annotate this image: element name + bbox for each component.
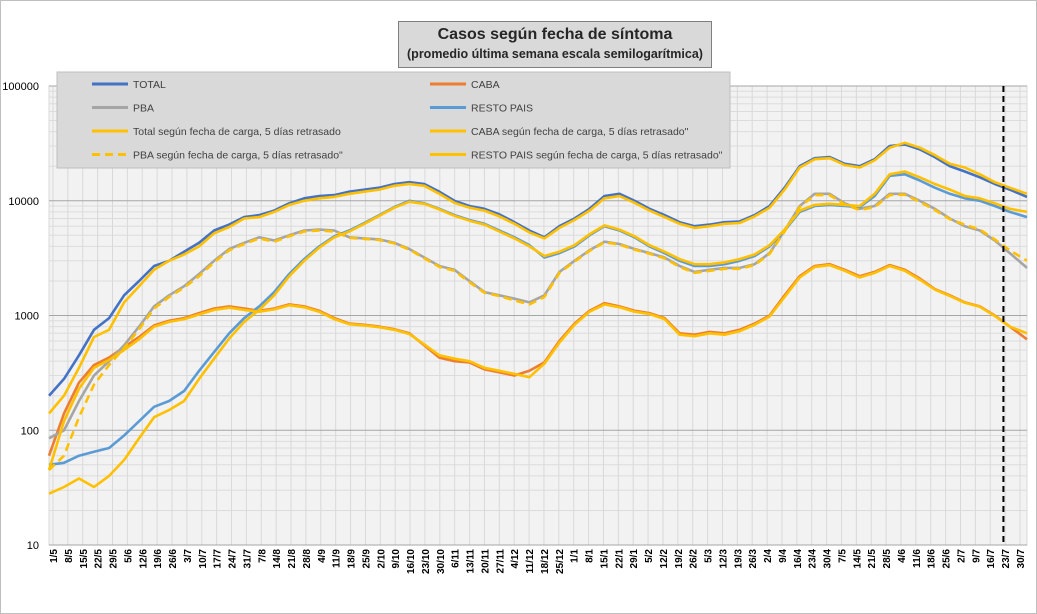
x-tick-label: 12/3: [718, 549, 729, 569]
legend-box: [56, 71, 731, 169]
x-tick-label: 2/4: [763, 549, 774, 563]
x-tick-label: 5/2: [644, 549, 655, 563]
y-axis-labels: 100000 10000 1000 100 10: [2, 81, 39, 552]
x-tick-label: 23/7: [1001, 549, 1012, 569]
x-tick-label: 27/11: [495, 549, 506, 574]
chart-subtitle: (promedio última semana escala semilogar…: [407, 47, 703, 61]
y-tick-label: 1000: [15, 311, 39, 323]
x-tick-label: 2/7: [956, 549, 967, 563]
x-tick-label: 9/4: [778, 549, 789, 563]
x-tick-label: 2/10: [376, 549, 387, 569]
x-tick-label: 21/8: [287, 549, 298, 569]
x-tick-label: 22/5: [94, 549, 105, 569]
x-tick-label: 17/7: [213, 549, 224, 569]
x-tick-label: 28/5: [882, 549, 893, 569]
x-tick-label: 18/9: [347, 549, 358, 569]
x-tick-label: 22/1: [614, 549, 625, 569]
x-tick-label: 1/1: [570, 549, 581, 563]
legend-label-8: RESTO PAIS según fecha de carga, 5 días …: [471, 150, 723, 162]
x-tick-label: 7/8: [257, 549, 268, 563]
x-tick-label: 26/2: [689, 549, 700, 569]
series-line-5: [48, 141, 1028, 415]
x-tick-label: 8/1: [585, 549, 596, 563]
x-tick-label: 13/11: [466, 549, 477, 574]
x-tick-label: 4/9: [317, 549, 328, 563]
x-tick-label: 30/10: [436, 549, 447, 574]
chart-title-box: Casos según fecha de síntoma (promedio ú…: [398, 21, 712, 68]
y-tick-label: 100: [21, 425, 39, 437]
x-tick-label: 16/7: [986, 549, 997, 569]
x-tick-label: 5/3: [704, 549, 715, 563]
x-tick-label: 5/6: [123, 549, 134, 563]
legend-label-4: RESTO PAIS: [471, 103, 533, 115]
x-tick-label: 24/7: [228, 549, 239, 569]
x-tick-label: 14/8: [272, 549, 283, 569]
x-tick-label: 19/6: [153, 549, 164, 569]
series-line-8: [48, 170, 1028, 495]
series-line-3: [48, 192, 1028, 440]
y-tick-label: 10: [27, 540, 39, 552]
x-tick-label: 28/8: [302, 549, 313, 569]
x-tick-label: 3/7: [183, 549, 194, 563]
x-tick-label: 25/6: [942, 549, 953, 569]
x-tick-label: 9/7: [971, 549, 982, 563]
x-tick-label: 16/10: [406, 549, 417, 574]
x-tick-label: 19/3: [733, 549, 744, 569]
legend: TOTAL CABA PBA RESTO PAIS Total según fecha …: [56, 71, 731, 169]
x-tick-label: 19/2: [674, 549, 685, 569]
x-tick-label: 14/5: [852, 549, 863, 569]
x-tick-label: 25/12: [555, 549, 566, 574]
x-tick-label: 23/4: [808, 549, 819, 569]
x-tick-label: 1/5: [49, 549, 60, 563]
legend-label-3: PBA: [133, 103, 154, 115]
x-tick-label: 9/10: [391, 549, 402, 569]
y-tick-label: 100000: [2, 81, 39, 93]
x-tick-label: 20/11: [480, 549, 491, 574]
x-tick-label: 21/5: [867, 549, 878, 569]
x-tick-label: 12/2: [659, 549, 670, 569]
x-tick-label: 8/5: [64, 549, 75, 563]
series-line-7: [48, 193, 1028, 471]
x-tick-label: 7/5: [837, 549, 848, 563]
y-tick-label: 10000: [8, 196, 39, 208]
legend-label-7: PBA según fecha de carga, 5 días retrasa…: [133, 150, 343, 162]
legend-label-2: CABA: [471, 79, 500, 91]
x-tick-label: 10/7: [198, 549, 209, 569]
x-tick-label: 31/7: [242, 549, 253, 569]
x-tick-label: 4/6: [897, 549, 908, 563]
x-tick-label: 15/5: [79, 549, 90, 569]
x-tick-label: 25/9: [361, 549, 372, 569]
x-tick-label: 16/4: [793, 549, 804, 569]
x-tick-label: 18/12: [540, 549, 551, 574]
x-tick-label: 11/9: [332, 549, 343, 568]
x-tick-label: 30/4: [823, 549, 834, 569]
chart-title: Casos según fecha de síntoma: [437, 26, 673, 43]
x-tick-label: 12/6: [138, 549, 149, 569]
x-tick-label: 23/10: [421, 549, 432, 574]
x-axis-labels: 1/5 8/5 15/5 22/5 29/5 5/6 12/6 19/6 26/6 3/7 10/7…: [49, 549, 1027, 574]
series-lines: [47, 141, 1028, 495]
x-tick-label: 30/7: [1016, 549, 1027, 569]
x-tick-label: 6/11: [451, 549, 462, 568]
x-tick-label: 29/1: [629, 549, 640, 569]
x-tick-label: 15/1: [599, 549, 610, 569]
legend-label-5: Total según fecha de carga, 5 días retra…: [133, 126, 341, 138]
x-tick-label: 11/6: [912, 549, 923, 568]
legend-label-1: TOTAL: [133, 79, 166, 91]
legend-label-6: CABA según fecha de carga, 5 días retras…: [471, 126, 689, 138]
x-tick-label: 26/6: [168, 549, 179, 569]
x-tick-label: 26/3: [748, 549, 759, 569]
x-tick-label: 4/12: [510, 549, 521, 569]
x-tick-label: 18/6: [927, 549, 938, 569]
x-tick-label: 11/12: [525, 549, 536, 574]
series-line-6: [47, 263, 1028, 471]
x-tick-label: 29/5: [109, 549, 120, 569]
